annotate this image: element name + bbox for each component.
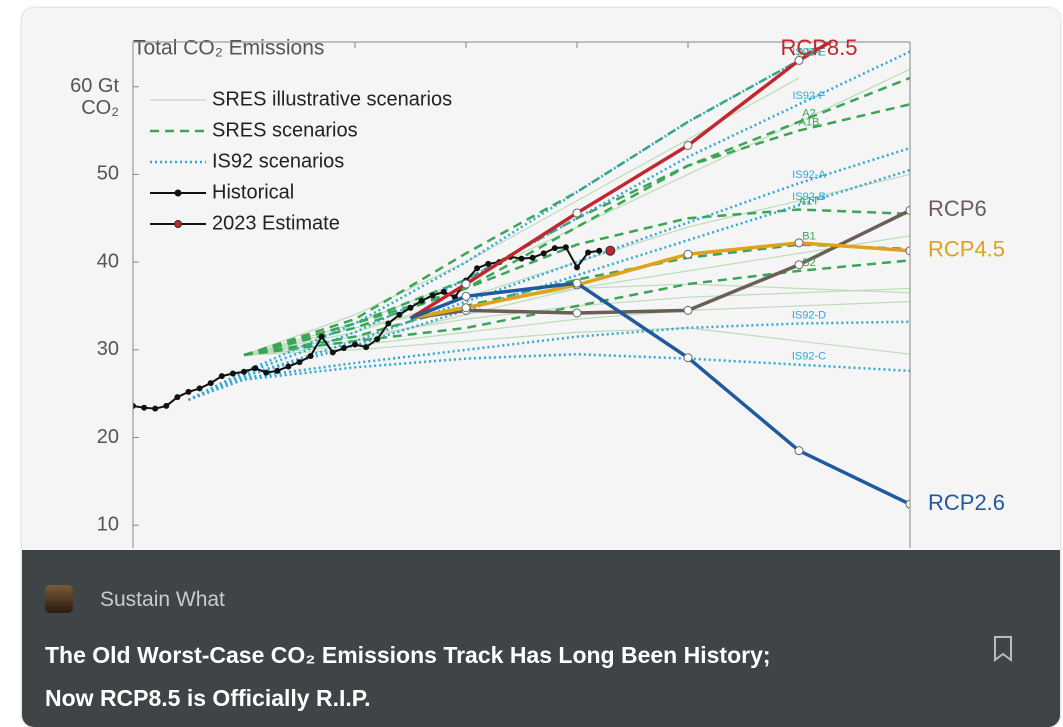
historical-point	[186, 389, 192, 395]
legend-label: SRES illustrative scenarios	[212, 88, 452, 110]
historical-point	[474, 265, 480, 271]
legend-label: IS92 scenarios	[212, 150, 344, 172]
legend-label: 2023 Estimate	[212, 212, 340, 234]
historical-point	[530, 255, 536, 261]
historical-point	[230, 370, 236, 376]
historical-point	[419, 298, 425, 304]
rcp-point	[462, 280, 470, 288]
bookmark-button[interactable]	[992, 635, 1014, 663]
card-footer: Sustain What The Old Worst-Case CO₂ Emis…	[22, 550, 1060, 727]
y-tick-label: 20	[97, 426, 119, 448]
estimate-point	[606, 246, 615, 255]
rcp-point	[573, 279, 581, 287]
historical-point	[197, 385, 203, 391]
rcp-label: RCP2.6	[928, 490, 1005, 515]
legend-swatch	[175, 221, 182, 228]
historical-point	[430, 292, 436, 298]
historical-point	[485, 261, 491, 267]
historical-point	[385, 321, 391, 327]
historical-point	[552, 245, 558, 251]
historical-point	[174, 394, 180, 400]
rcp-point	[684, 354, 692, 362]
rcp-point	[795, 447, 803, 455]
scenario-label: IS92-F	[792, 90, 825, 102]
historical-point	[574, 264, 580, 270]
source-icon	[45, 585, 73, 613]
historical-point	[208, 380, 214, 386]
historical-point	[330, 349, 336, 355]
historical-point	[396, 312, 402, 318]
y-tick-label: 10	[97, 513, 119, 535]
scenario-label: B1	[802, 230, 815, 242]
rcp-line	[411, 243, 911, 318]
historical-point	[319, 334, 325, 340]
scenario-line	[244, 260, 910, 355]
y-tick-label: 50	[97, 163, 119, 185]
historical-point	[341, 345, 347, 351]
scenario-label: IS92-D	[792, 309, 826, 321]
plot-area	[130, 8, 914, 508]
rcp-point	[684, 250, 692, 258]
rcp-point	[573, 209, 581, 217]
y-unit: CO₂	[81, 97, 119, 119]
headline[interactable]: Now RCP8.5 is Officially R.I.P.	[45, 685, 371, 712]
historical-point	[297, 359, 303, 365]
historical-point	[441, 289, 447, 295]
historical-point	[152, 406, 158, 412]
historical-point	[374, 336, 380, 342]
rcp-label: RCP4.5	[928, 237, 1005, 262]
chart-title: Total CO₂ Emissions	[133, 37, 324, 60]
rcp-point	[462, 304, 470, 312]
legend-label: SRES scenarios	[212, 119, 358, 141]
source-name[interactable]: Sustain What	[100, 588, 225, 612]
scenario-label: IS92-B	[792, 191, 826, 203]
scenario-label: A1B	[799, 116, 820, 128]
y-tick-label: 30	[97, 338, 119, 360]
historical-point	[352, 342, 358, 348]
historical-point	[563, 244, 569, 250]
scenario-label: IS92-A	[792, 169, 826, 181]
legend-label: Historical	[212, 181, 294, 203]
rcp-point	[573, 309, 581, 317]
historical-point	[408, 305, 414, 311]
headline[interactable]: The Old Worst-Case CO₂ Emissions Track H…	[45, 642, 771, 669]
scenario-label: IS92-C	[792, 351, 826, 363]
historical-point	[219, 373, 225, 379]
historical-point	[252, 365, 258, 371]
historical-point	[585, 249, 591, 255]
historical-point	[141, 405, 147, 411]
scenario-label: B2	[802, 257, 815, 269]
historical-point	[241, 369, 247, 375]
rcp-point	[462, 292, 470, 300]
y-tick-label: 40	[97, 250, 119, 272]
rcp-point	[684, 306, 692, 314]
rcp-point	[684, 141, 692, 149]
legend-swatch	[175, 190, 182, 197]
historical-point	[163, 403, 169, 409]
historical-point	[274, 368, 280, 374]
historical-point	[519, 256, 525, 262]
historical-point	[363, 344, 369, 350]
historical-point	[596, 248, 602, 254]
historical-point	[308, 353, 314, 359]
rcp-label: RCP8.5	[780, 35, 857, 60]
historical-point	[541, 250, 547, 256]
historical-point	[285, 363, 291, 369]
y-tick-label: 60 Gt	[70, 75, 119, 97]
historical-point	[263, 370, 269, 376]
rcp-label: RCP6	[928, 196, 987, 221]
